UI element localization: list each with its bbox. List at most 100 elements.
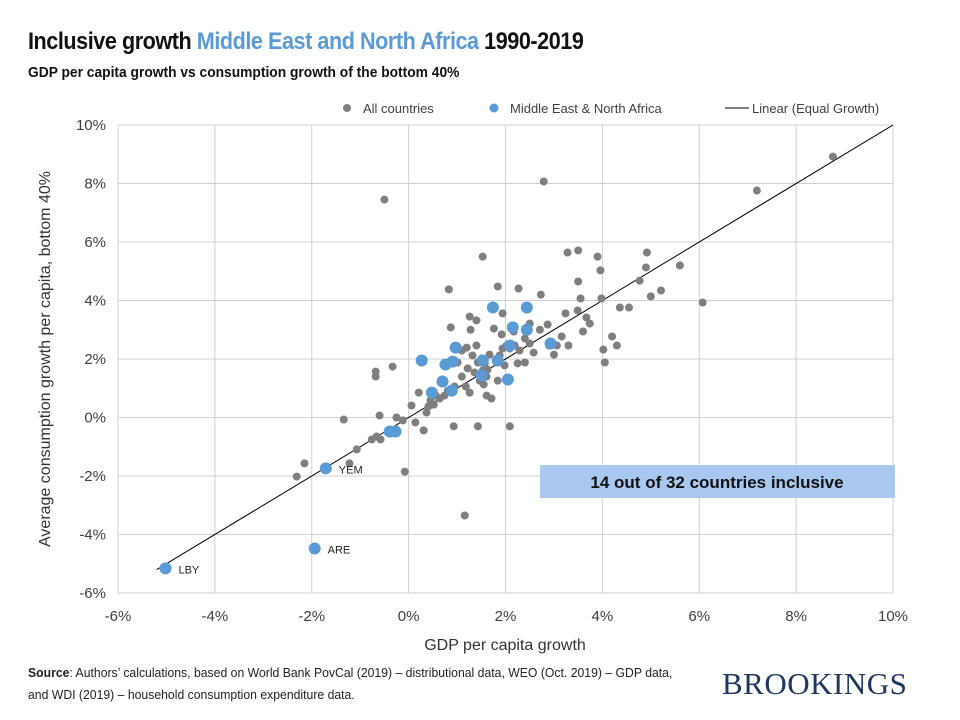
point-all-countries: [457, 372, 466, 381]
y-tick-label: 4%: [84, 293, 106, 310]
point-all-countries: [675, 261, 684, 270]
point-all-countries: [339, 415, 348, 424]
point-all-countries: [579, 327, 587, 336]
point-all-countries: [525, 339, 534, 348]
point-mena: [389, 425, 402, 438]
point-all-countries: [300, 459, 309, 468]
point-all-countries: [482, 391, 491, 400]
point-all-countries: [375, 411, 384, 420]
point-all-countries: [549, 350, 558, 359]
point-mena: [520, 323, 533, 336]
source-note: Source: Authors’ calculations, based on …: [28, 662, 677, 706]
point-all-countries: [435, 394, 444, 403]
point-all-countries: [493, 376, 502, 385]
y-axis-label: Average consumption growth per capita, b…: [37, 171, 54, 547]
point-mena: [506, 321, 519, 334]
point-all-countries: [461, 382, 470, 391]
point-all-countries: [371, 372, 380, 381]
point-all-countries: [656, 286, 665, 295]
y-tick-label: 0%: [84, 410, 106, 427]
point-all-countries: [380, 195, 389, 204]
point-mena: [486, 301, 499, 314]
point-all-countries: [596, 266, 605, 275]
point-all-countries: [424, 402, 433, 411]
point-all-countries: [520, 334, 529, 343]
point-all-countries: [585, 319, 594, 328]
point-all-countries: [593, 252, 602, 261]
point-all-countries: [513, 359, 522, 368]
title-highlight: Middle East and North Africa: [196, 28, 479, 55]
point-all-countries: [515, 346, 524, 355]
point-all-countries: [582, 313, 591, 322]
x-tick-label: 0%: [398, 608, 420, 625]
point-all-countries: [419, 426, 428, 435]
point-all-countries: [465, 388, 474, 397]
point-all-countries: [615, 303, 624, 312]
point-all-countries: [473, 422, 482, 431]
point-all-countries: [539, 177, 548, 186]
point-all-countries: [752, 186, 761, 195]
point-mena: [520, 301, 533, 314]
point-mena: [425, 386, 438, 399]
point-all-countries: [489, 324, 498, 333]
legend-marker-all: [343, 104, 351, 112]
point-all-countries: [529, 348, 538, 357]
point-all-countries: [600, 358, 609, 367]
point-mena: [476, 354, 489, 367]
point-all-countries: [478, 252, 487, 261]
y-tick-label: 10%: [76, 117, 106, 134]
annotation-box: [540, 465, 895, 498]
point-mena: [445, 384, 458, 397]
source-label: Source: [28, 665, 70, 680]
point-mena: [446, 355, 459, 368]
point-all-countries: [576, 294, 585, 303]
point-all-countries: [466, 325, 475, 334]
point-all-countries: [646, 292, 655, 301]
x-tick-label: 10%: [878, 608, 908, 625]
x-tick-label: -6%: [105, 608, 132, 625]
point-all-countries: [543, 320, 552, 329]
annotation-text: 14 out of 32 countries inclusive: [590, 473, 843, 492]
point-all-countries: [468, 351, 477, 360]
point-mena: [159, 562, 172, 575]
point-all-countries: [599, 345, 608, 354]
y-tick-label: 6%: [84, 234, 106, 251]
point-mena: [436, 375, 449, 388]
y-tick-label: 2%: [84, 351, 106, 368]
point-all-countries: [398, 416, 407, 425]
equal-growth-line: [156, 124, 894, 571]
point-all-countries: [463, 364, 472, 373]
point-all-countries: [573, 306, 582, 315]
legend-line: Linear (Equal Growth): [752, 101, 879, 116]
point-mena: [308, 542, 321, 555]
point-all-countries: [388, 362, 397, 371]
x-tick-label: 2%: [495, 608, 517, 625]
point-all-countries: [449, 422, 458, 431]
point-all-countries: [612, 341, 621, 350]
point-all-countries: [505, 422, 514, 431]
point-all-countries: [414, 388, 423, 397]
point-mena: [501, 373, 514, 386]
point-all-countries: [422, 408, 431, 417]
point-all-countries: [498, 309, 507, 318]
point-all-countries: [563, 248, 572, 257]
legend-all: All countries: [363, 101, 434, 116]
legend-mena: Middle East & North Africa: [510, 101, 662, 116]
point-all-countries: [392, 413, 401, 422]
legend-marker-mena: [489, 103, 499, 113]
x-tick-label: -2%: [298, 608, 325, 625]
point-mena: [475, 369, 488, 382]
chart-subtitle: GDP per capita growth vs consumption gro…: [28, 64, 460, 81]
chart-title: Inclusive growth Middle East and North A…: [28, 28, 584, 56]
x-tick-label: 8%: [785, 608, 807, 625]
point-all-countries: [535, 325, 544, 334]
y-tick-label: -4%: [79, 527, 106, 544]
point-all-countries: [564, 341, 573, 350]
point-all-countries: [574, 277, 583, 286]
point-all-countries: [367, 435, 376, 444]
point-all-countries: [625, 303, 634, 312]
x-tick-label: -4%: [202, 608, 229, 625]
point-all-countries: [828, 152, 837, 161]
point-all-countries: [641, 263, 650, 272]
